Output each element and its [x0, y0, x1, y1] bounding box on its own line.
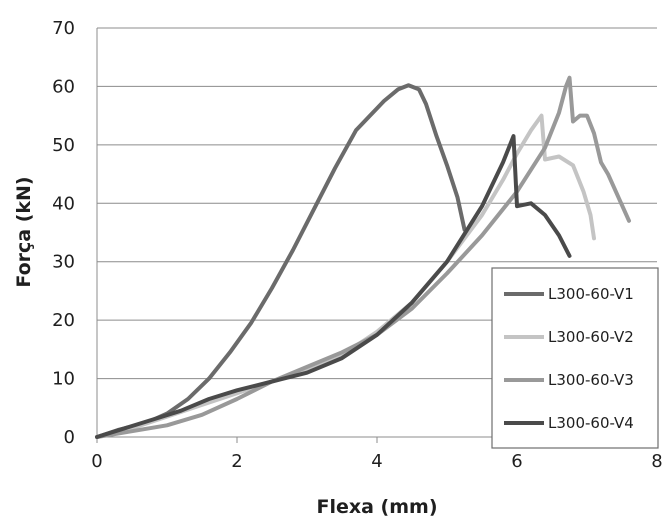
axes: 0 10 20 30 40 50 60 70 0 2 4 6 8 [52, 18, 663, 472]
y-tick-label: 10 [52, 369, 75, 390]
legend-label-1: L300-60-V1 [548, 285, 634, 303]
y-tick-label: 20 [52, 310, 75, 331]
y-tick-label: 50 [52, 135, 75, 156]
x-tick-label: 6 [511, 451, 522, 472]
y-tick-label: 60 [52, 76, 75, 97]
x-tick-label: 0 [91, 451, 102, 472]
y-tick-label: 40 [52, 193, 75, 214]
series-line-4 [95, 134, 572, 439]
x-tick-label: 4 [371, 451, 382, 472]
y-tick-label: 30 [52, 252, 75, 273]
legend-label-4: L300-60-V4 [548, 414, 634, 432]
y-tick-label: 0 [64, 427, 75, 448]
y-axis-title: Força (kN) [13, 176, 35, 287]
legend: L300-60-V1 L300-60-V2 L300-60-V3 L300-60-V4 [491, 267, 659, 449]
gridlines [97, 27, 657, 380]
legend-label-3: L300-60-V3 [548, 371, 634, 389]
y-tick-label: 70 [52, 18, 75, 39]
x-axis-title: Flexa (mm) [316, 496, 437, 518]
legend-box [491, 267, 659, 449]
series-line-1 [95, 83, 467, 439]
x-tick-label: 8 [651, 451, 662, 472]
legend-label-2: L300-60-V2 [548, 328, 634, 346]
series-line-2 [95, 113, 596, 439]
series-lines [95, 75, 631, 439]
x-tick-label: 2 [231, 451, 242, 472]
